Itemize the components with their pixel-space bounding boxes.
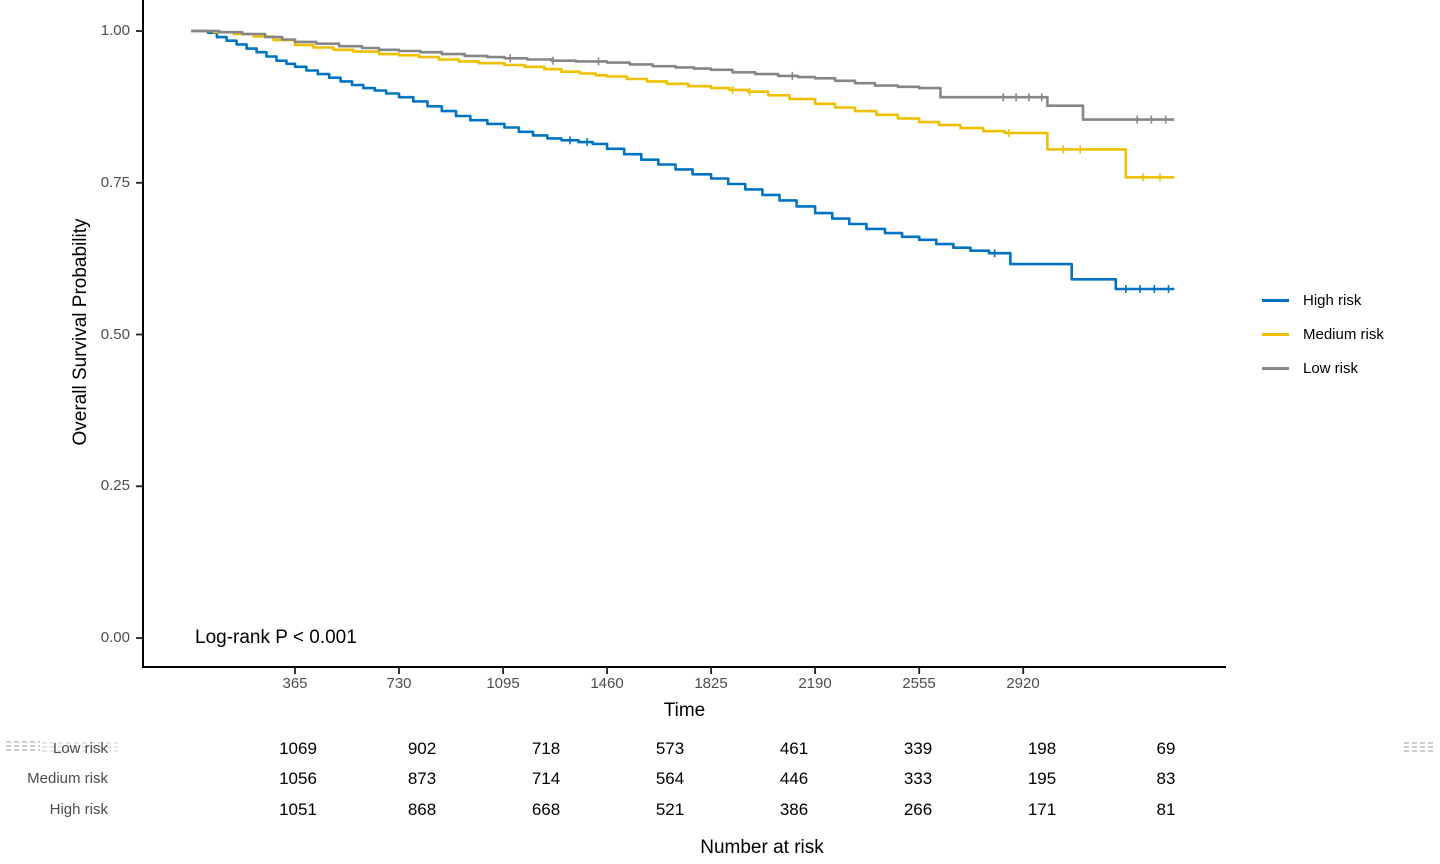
- legend-entry-medium-risk: Medium risk: [1262, 324, 1384, 344]
- ui-artifact-left: [6, 741, 40, 753]
- ui-artifact-right: [1404, 742, 1434, 754]
- legend-label-low-risk: Low risk: [1303, 359, 1359, 377]
- ui-artifact-label-band: [42, 742, 118, 754]
- km-curve-medium-risk: [191, 29, 1175, 179]
- legend-entry-high-risk: High risk: [1262, 290, 1361, 310]
- x-axis-title: Time: [663, 700, 706, 721]
- legend-entry-low-risk: Low risk: [1262, 358, 1358, 378]
- legend-line-high-risk: [1262, 298, 1289, 302]
- legend-label-high-risk: High risk: [1303, 291, 1362, 309]
- km-curve-low-risk: [191, 29, 1175, 121]
- risk-table-title: Number at risk: [700, 837, 824, 858]
- log-rank-annotation: Log-rank P < 0.001: [195, 627, 357, 648]
- legend-label-medium-risk: Medium risk: [1303, 325, 1384, 343]
- km-curve-high-risk: [191, 29, 1175, 291]
- legend-line-low-risk: [1262, 366, 1289, 370]
- legend-line-medium-risk: [1262, 332, 1289, 336]
- y-axis-title: Overall Survival Probability: [70, 218, 91, 446]
